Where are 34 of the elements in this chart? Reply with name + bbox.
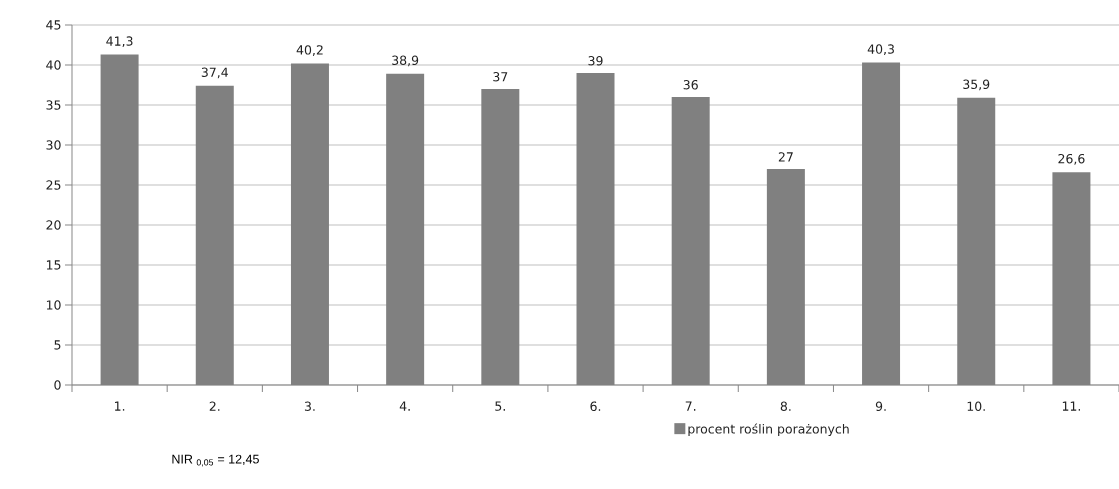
x-tick-label: 11. bbox=[1062, 401, 1080, 411]
data-label: 27 bbox=[778, 152, 793, 162]
y-tick-label: 40 bbox=[46, 60, 61, 70]
y-tick-label: 10 bbox=[46, 300, 61, 310]
y-tick-label: 35 bbox=[46, 100, 61, 110]
y-tick-label: 0 bbox=[54, 380, 61, 390]
data-label: 38,9 bbox=[392, 55, 419, 67]
x-tick-label: 10. bbox=[967, 401, 985, 411]
y-tick-label: 5 bbox=[54, 340, 61, 350]
data-label: 37,4 bbox=[201, 67, 228, 79]
x-tick-label: 4. bbox=[399, 401, 410, 411]
y-tick-label: 15 bbox=[46, 260, 61, 270]
data-label: 37 bbox=[493, 72, 508, 82]
data-label: 41,3 bbox=[106, 36, 133, 48]
data-label: 39 bbox=[588, 56, 603, 66]
x-tick-label: 1. bbox=[115, 401, 125, 411]
legend-label: procent roślin porażonych bbox=[688, 423, 849, 437]
data-label: 35,9 bbox=[963, 79, 990, 91]
data-label: 40,3 bbox=[867, 44, 894, 56]
x-tick-label: 8. bbox=[780, 401, 791, 411]
y-tick-label: 30 bbox=[46, 140, 61, 150]
x-tick-label: 3. bbox=[304, 401, 315, 411]
data-label: 36 bbox=[683, 80, 698, 90]
y-tick-label: 20 bbox=[46, 220, 61, 230]
y-tick-label: 25 bbox=[46, 180, 61, 190]
x-tick-label: 5. bbox=[495, 401, 505, 411]
data-label: 40,2 bbox=[296, 45, 323, 56]
x-tick-label: 7. bbox=[685, 401, 696, 411]
data-label: 26,6 bbox=[1058, 153, 1085, 165]
y-tick-label: 45 bbox=[46, 20, 61, 30]
x-tick-label: 9. bbox=[875, 401, 886, 411]
x-tick-label: 2. bbox=[209, 401, 220, 411]
text: NIR $_{0,05}$ = 12,45 bbox=[172, 454, 259, 467]
x-tick-label: 6. bbox=[590, 401, 601, 411]
